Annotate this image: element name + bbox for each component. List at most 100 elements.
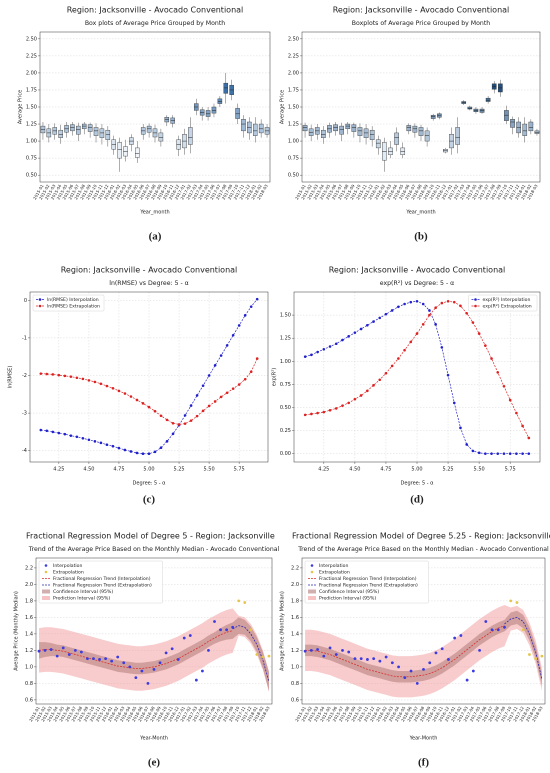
y-tick-label: 2.50 [288,36,299,42]
point [478,648,481,652]
y-tick-label: 2.0 [291,582,299,588]
y-tick-label: 1.2 [291,648,299,654]
point [303,413,307,417]
trend-line [504,616,543,680]
legend-label: Confidence Interval (95%) [319,589,379,595]
box [58,129,63,138]
point [390,364,394,368]
y-tick-label: 2.2 [291,565,299,571]
legend-swatch [42,596,50,600]
box [345,123,351,130]
point [409,669,413,673]
legend-swatch [44,564,48,567]
point [75,435,79,439]
point [310,353,313,357]
point [527,452,531,455]
point [63,374,67,378]
x-tick-label: 4.25 [53,467,64,473]
y-tick-label: 0.25 [280,428,291,434]
point [453,636,457,640]
point [45,429,49,433]
point [490,357,493,360]
point [105,384,109,388]
y-tick-label: -1 [22,335,27,341]
interval-band [305,605,542,698]
point [219,628,222,632]
point [219,354,223,357]
chart-title: Boxplots of Average Price Grouped by Mon… [352,20,490,27]
x-axis-label: Year-Month [409,736,438,742]
chart-title: Fractional Regression Model of Degree 5 … [26,532,275,541]
y-tick-label: 1.8 [25,598,33,604]
point [310,412,313,416]
y-tick-label: 0.75 [288,156,299,162]
point [225,344,229,347]
box [412,125,418,133]
legend-label: Confidence Interval (95%) [53,589,113,595]
panel-label: (c) [143,494,156,506]
point [409,340,413,344]
point [37,649,41,653]
point [231,625,235,629]
y-axis-label: Average Price [18,90,24,124]
point [194,678,198,682]
legend-label: Fractional Regression Trend (Extrapolati… [319,583,418,589]
point [99,382,103,386]
point [328,408,332,412]
point [255,357,259,360]
suptitle: Region: Jacksonville - Avocado Conventio… [333,6,510,15]
point [465,311,468,315]
y-tick-label: 1.6 [25,615,33,621]
point [67,653,71,656]
point [171,432,175,436]
point [182,636,186,640]
legend-label: exp(R²) Extrapolation [483,304,532,310]
point [213,400,217,403]
point [428,661,432,665]
point [384,655,388,659]
y-tick-label: 1.75 [26,87,37,93]
point [93,380,97,384]
x-tick-label: 4.75 [113,467,124,473]
point [207,648,210,652]
box [461,101,467,104]
box [510,119,515,128]
point [57,373,61,377]
point [459,304,462,308]
y-tick-label: 2.00 [288,70,299,76]
x-tick-label: 5.75 [234,467,245,473]
point [440,301,444,305]
point [421,302,425,306]
point [334,407,338,410]
point [446,373,450,377]
point [43,648,47,652]
point [490,452,493,455]
box [430,114,436,119]
box [217,98,223,104]
point [69,434,73,437]
point [465,678,469,682]
x-tick-label: 5.25 [173,467,184,473]
point [159,414,163,418]
point [303,355,307,358]
point [243,314,247,317]
y-tick-label: 1.6 [291,615,299,621]
y-tick-label: 0.50 [280,405,291,411]
point [49,648,53,651]
x-tick-label: 4.75 [380,467,391,473]
point [496,371,500,374]
legend-swatch [308,589,316,594]
point [415,681,419,685]
point [171,421,175,425]
point [515,452,518,455]
point [322,410,326,414]
point [322,347,326,351]
point [104,657,107,661]
legend-label: Interpolation [319,563,348,569]
panel-label: (b) [414,231,428,243]
legend-label: ln(RMSE) Extrapolation [47,304,100,310]
box [467,106,473,110]
box [528,121,534,132]
point [434,651,438,655]
point [117,389,121,393]
